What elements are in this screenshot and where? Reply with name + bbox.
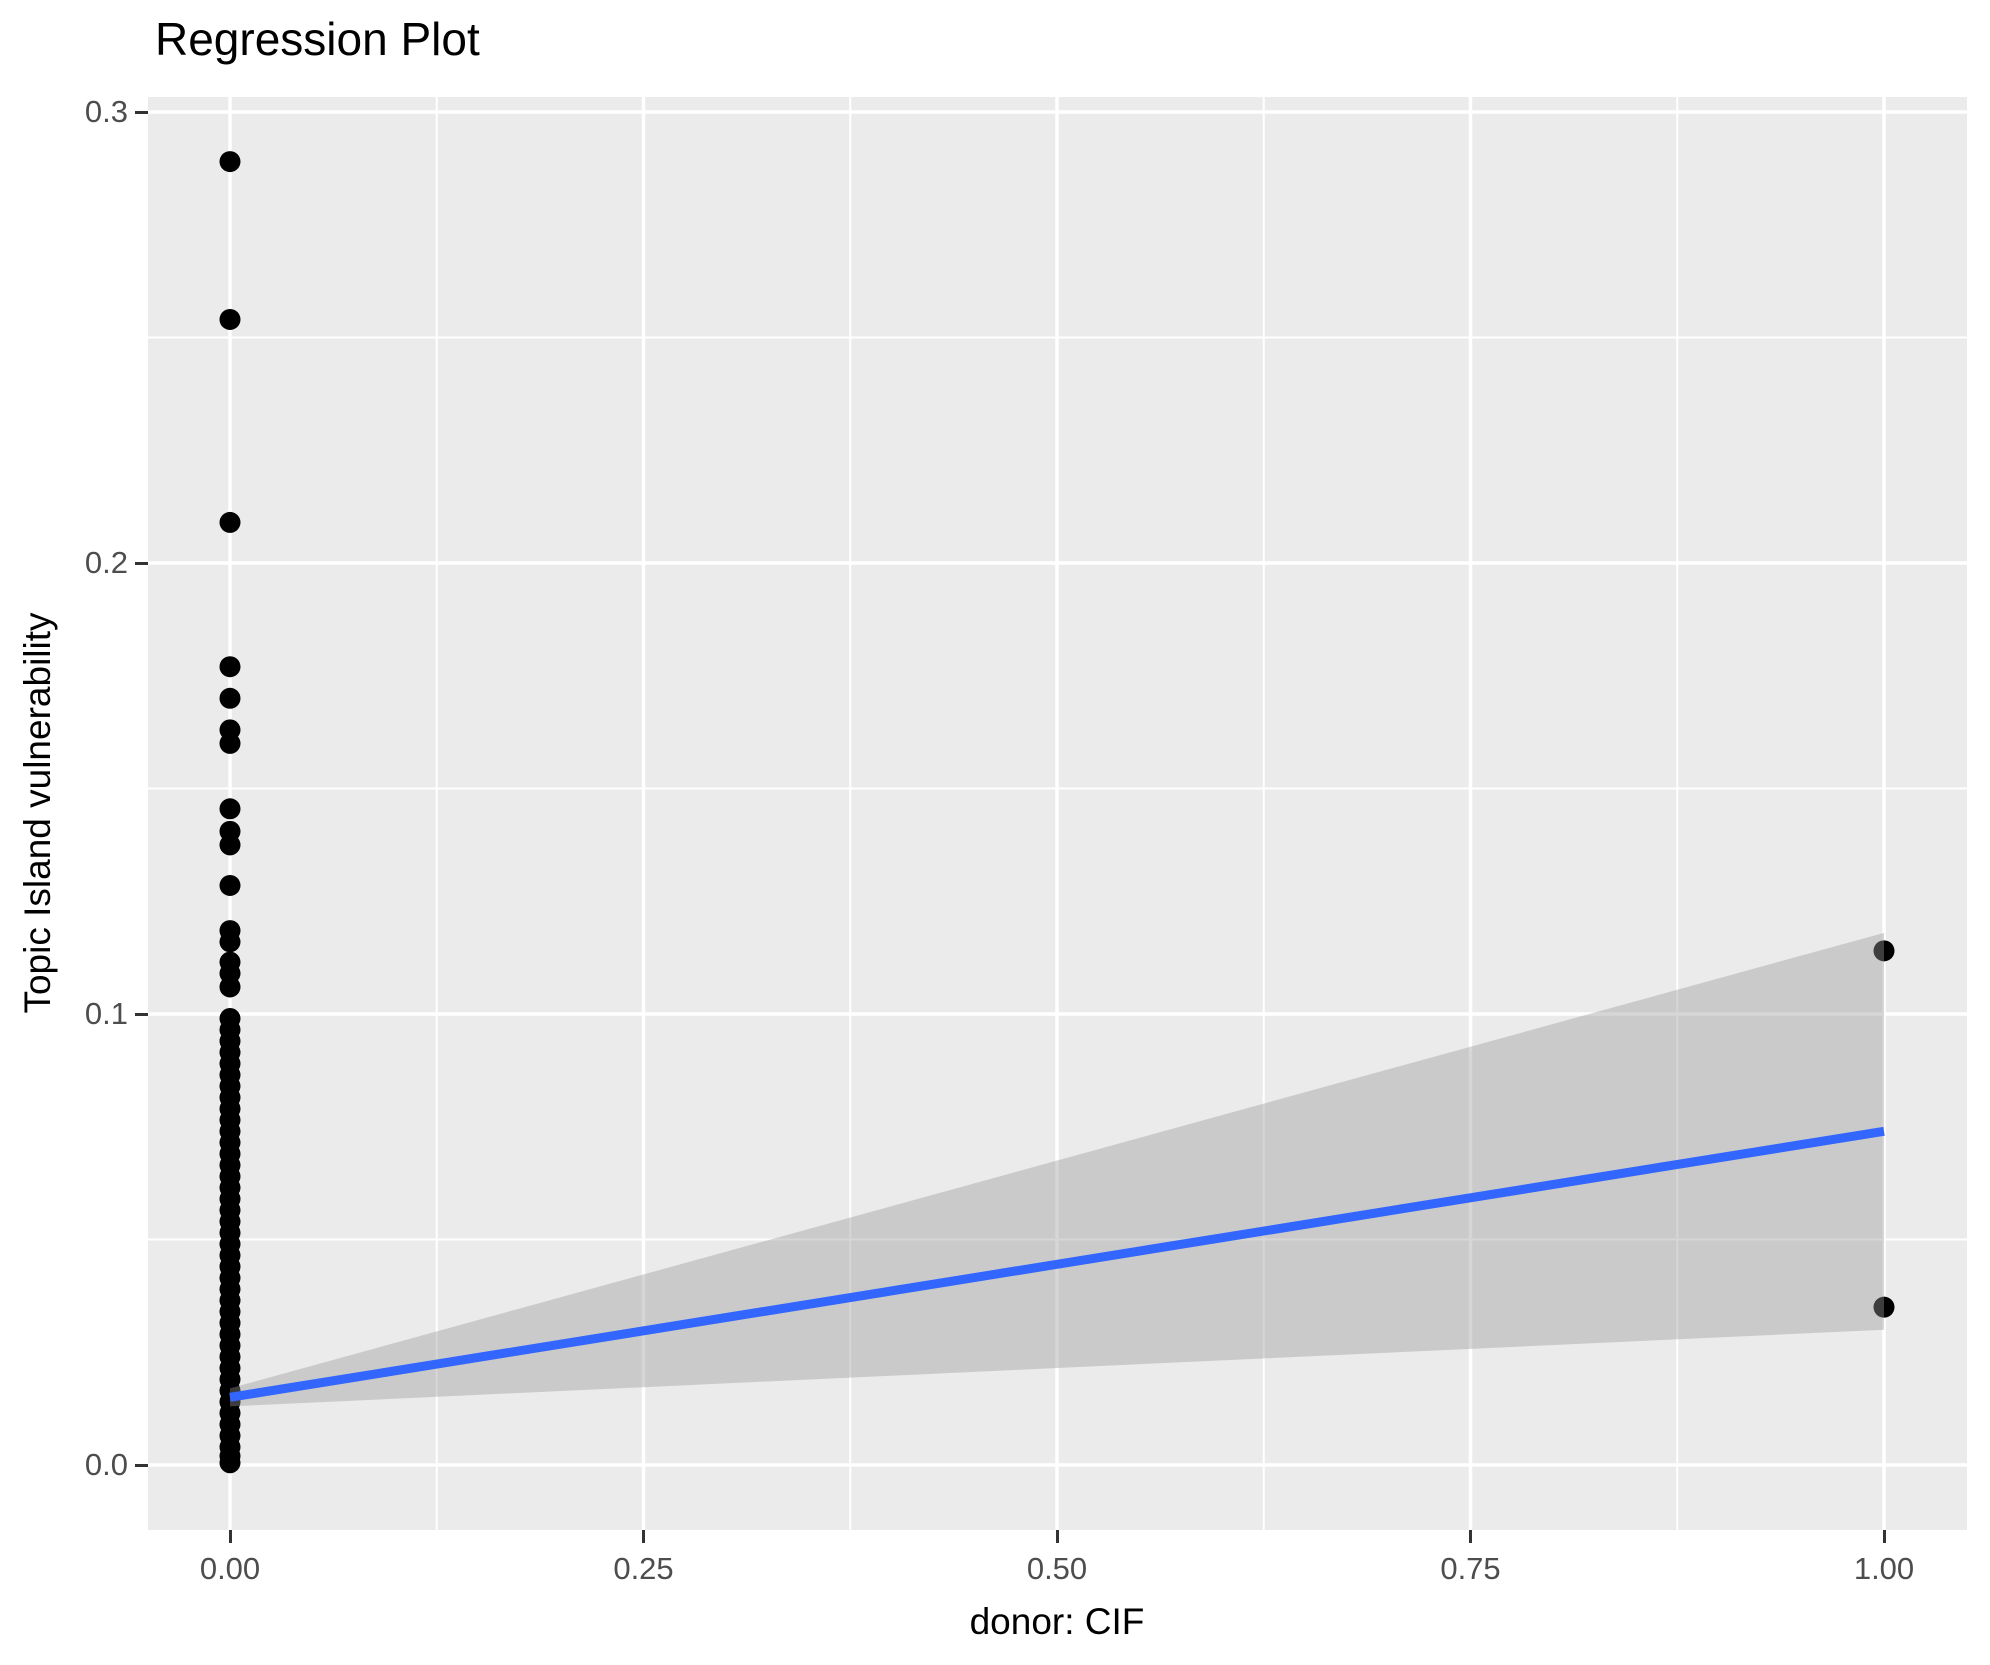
x-tick-label: 0.75 [1440,1551,1501,1586]
y-tick-mark [135,561,148,565]
y-tick-mark [135,110,148,114]
y-tick-label: 0.3 [84,94,128,129]
data-point [219,308,241,330]
y-tick-label: 0.2 [84,545,128,580]
data-point [219,874,241,896]
data-point [1873,940,1895,962]
x-axis-title: donor: CIF [969,1601,1145,1642]
x-tick-mark [1882,1530,1886,1543]
data-point [219,656,241,678]
x-tick-mark [1055,1530,1059,1543]
confidence-band [230,932,1884,1407]
y-tick-label: 0.0 [84,1447,128,1482]
data-point [219,687,241,709]
x-tick-mark [1469,1530,1472,1543]
data-point [219,834,241,856]
x-tick-label: 0.50 [1026,1551,1088,1586]
data-point [219,976,241,998]
regression-line [229,1126,1885,1402]
data-point [219,151,241,173]
x-tick-label: 0.25 [613,1551,674,1586]
data-point [1873,1296,1895,1318]
data-point [219,798,241,820]
y-tick-mark [135,1463,148,1467]
x-tick-label: 0.00 [199,1551,261,1586]
data-point [219,511,241,533]
data-point [219,931,241,953]
x-tick-mark [228,1530,232,1543]
plot-title: Regression Plot [155,13,480,65]
y-tick-label: 0.1 [84,996,128,1031]
x-tick-label: 1.00 [1853,1551,1915,1586]
x-tick-mark [642,1530,645,1543]
data-point [219,1452,241,1474]
plot-canvas [148,97,1967,1530]
y-tick-mark [135,1012,148,1016]
data-point [219,732,241,754]
plot-panel [148,97,1967,1530]
